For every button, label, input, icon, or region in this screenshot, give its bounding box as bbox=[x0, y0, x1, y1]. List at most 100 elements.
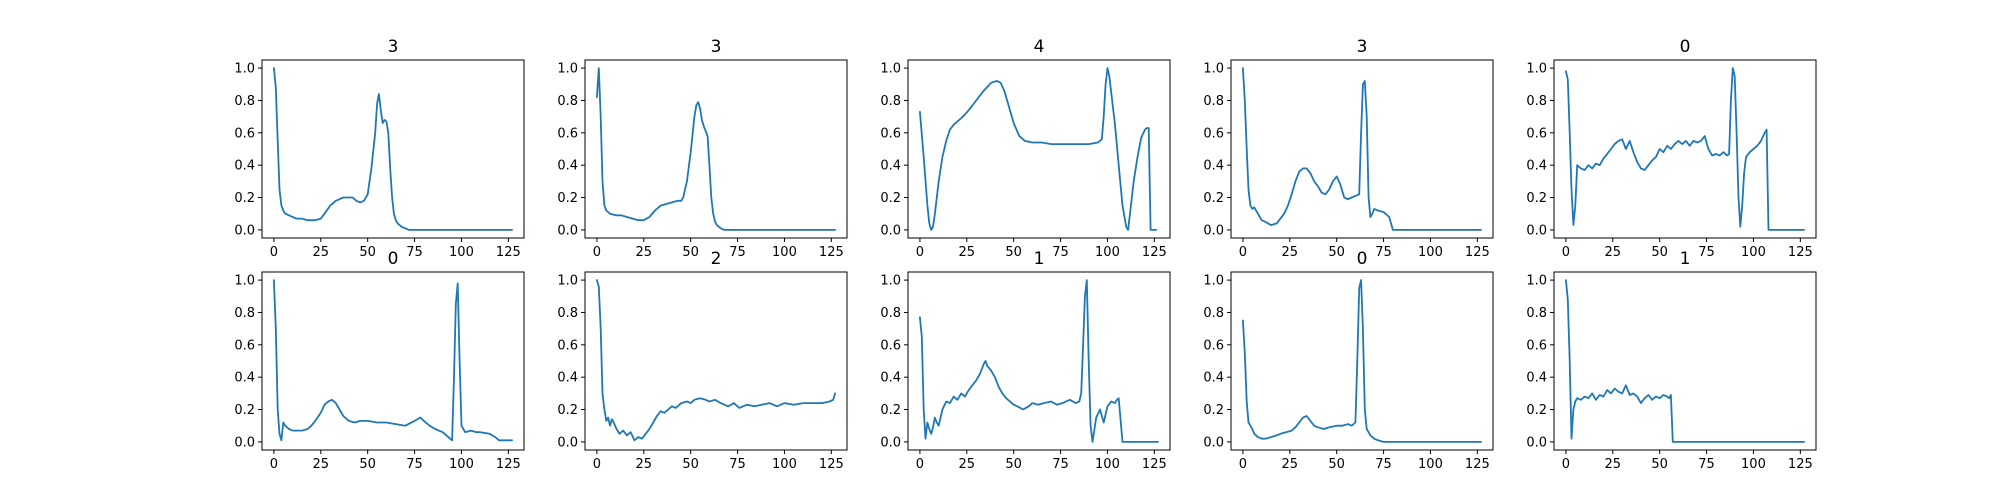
x-tick-label: 0 bbox=[1239, 457, 1247, 472]
y-tick-label: 0.2 bbox=[1203, 403, 1224, 418]
y-tick-label: 0.8 bbox=[234, 94, 255, 109]
x-tick-label: 125 bbox=[496, 457, 521, 472]
series-line bbox=[596, 67, 836, 231]
y-tick-label: 1.0 bbox=[1526, 62, 1547, 77]
subplot-9: 0 0 25 50 75 100 125 0.0 0.2 0.4 0.6 0.8 1.0 bbox=[1203, 249, 1494, 472]
x-tick-label: 25 bbox=[636, 245, 653, 260]
subplot-title: 2 bbox=[711, 249, 722, 269]
x-tick-label: 50 bbox=[1328, 245, 1345, 260]
y-tick-label: 1.0 bbox=[880, 274, 901, 289]
subplot-3: 4 0 25 50 75 100 125 0.0 0.2 0.4 0.6 0.8 1.0 bbox=[880, 37, 1171, 260]
subplot-title: 1 bbox=[1034, 249, 1045, 269]
y-tick-label: 0.2 bbox=[557, 403, 578, 418]
y-tick-label: 0.4 bbox=[234, 159, 255, 174]
subplot-8: 1 0 25 50 75 100 125 0.0 0.2 0.4 0.6 0.8 1.0 bbox=[880, 249, 1171, 472]
x-tick-label: 50 bbox=[359, 457, 376, 472]
x-tick-label: 75 bbox=[729, 457, 746, 472]
y-tick-label: 0.8 bbox=[234, 306, 255, 321]
x-tick-label: 50 bbox=[1005, 457, 1022, 472]
x-tick-label: 125 bbox=[1465, 245, 1490, 260]
y-tick-label: 0.8 bbox=[880, 306, 901, 321]
y-tick-label: 0.0 bbox=[880, 223, 901, 238]
x-tick-label: 100 bbox=[1095, 245, 1120, 260]
subplot-title: 3 bbox=[388, 37, 399, 57]
x-tick-label: 75 bbox=[1375, 457, 1392, 472]
y-tick-label: 0.4 bbox=[1526, 159, 1547, 174]
y-tick-label: 0.0 bbox=[234, 223, 255, 238]
x-tick-label: 50 bbox=[1005, 245, 1022, 260]
x-tick-label: 125 bbox=[1142, 245, 1167, 260]
y-tick-label: 0.6 bbox=[880, 126, 901, 141]
plot-frame bbox=[584, 59, 848, 239]
y-tick-label: 0.2 bbox=[1203, 191, 1224, 206]
y-tick-label: 0.4 bbox=[1203, 371, 1224, 386]
subplot-title: 1 bbox=[1680, 249, 1691, 269]
x-tick-label: 75 bbox=[1052, 457, 1069, 472]
x-tick-label: 100 bbox=[772, 245, 797, 260]
x-tick-label: 100 bbox=[772, 457, 797, 472]
x-tick-label: 0 bbox=[916, 245, 924, 260]
series-line bbox=[1242, 279, 1482, 443]
y-tick-label: 0.4 bbox=[1203, 159, 1224, 174]
subplot-title: 0 bbox=[1357, 249, 1368, 269]
x-tick-label: 25 bbox=[959, 245, 976, 260]
x-tick-label: 100 bbox=[449, 457, 474, 472]
x-tick-label: 75 bbox=[1698, 457, 1715, 472]
y-tick-label: 0.6 bbox=[557, 126, 578, 141]
y-tick-label: 1.0 bbox=[880, 62, 901, 77]
plot-frame bbox=[1230, 59, 1494, 239]
plot-frame bbox=[1230, 271, 1494, 451]
x-tick-label: 75 bbox=[406, 245, 423, 260]
y-tick-label: 1.0 bbox=[557, 274, 578, 289]
x-tick-label: 75 bbox=[1375, 245, 1392, 260]
x-tick-label: 50 bbox=[1328, 457, 1345, 472]
y-tick-label: 0.6 bbox=[880, 338, 901, 353]
subplot-5: 0 0 25 50 75 100 125 0.0 0.2 0.4 0.6 0.8 1.0 bbox=[1526, 37, 1817, 260]
x-tick-label: 100 bbox=[1095, 457, 1120, 472]
series-line bbox=[919, 279, 1159, 443]
y-tick-label: 0.0 bbox=[1203, 435, 1224, 450]
x-tick-label: 50 bbox=[359, 245, 376, 260]
x-tick-label: 75 bbox=[1698, 245, 1715, 260]
y-tick-label: 0.8 bbox=[1526, 306, 1547, 321]
x-tick-label: 50 bbox=[1651, 457, 1668, 472]
x-tick-label: 50 bbox=[682, 457, 699, 472]
x-tick-label: 25 bbox=[1605, 245, 1622, 260]
y-tick-label: 0.2 bbox=[880, 191, 901, 206]
subplot-10: 1 0 25 50 75 100 125 0.0 0.2 0.4 0.6 0.8 1.0 bbox=[1526, 249, 1817, 472]
y-tick-label: 0.6 bbox=[1203, 338, 1224, 353]
subplot-title: 3 bbox=[711, 37, 722, 57]
y-tick-label: 0.4 bbox=[1526, 371, 1547, 386]
x-tick-label: 125 bbox=[819, 457, 844, 472]
x-tick-label: 125 bbox=[1465, 457, 1490, 472]
plot-frame bbox=[907, 271, 1171, 451]
y-tick-label: 0.0 bbox=[557, 435, 578, 450]
subplot-7: 2 0 25 50 75 100 125 0.0 0.2 0.4 0.6 0.8 1.0 bbox=[557, 249, 848, 472]
x-tick-label: 25 bbox=[1282, 457, 1299, 472]
y-tick-label: 0.2 bbox=[1526, 403, 1547, 418]
y-tick-label: 1.0 bbox=[557, 62, 578, 77]
subplot-title: 0 bbox=[388, 249, 399, 269]
series-line bbox=[272, 67, 513, 231]
x-tick-label: 100 bbox=[1418, 245, 1443, 260]
plot-frame bbox=[261, 271, 525, 451]
y-tick-label: 0.8 bbox=[1526, 94, 1547, 109]
y-tick-label: 0.6 bbox=[1526, 338, 1547, 353]
y-tick-label: 0.4 bbox=[557, 159, 578, 174]
subplot-4: 3 0 25 50 75 100 125 0.0 0.2 0.4 0.6 0.8 1.0 bbox=[1203, 37, 1494, 260]
x-tick-label: 25 bbox=[313, 457, 330, 472]
subplot-2: 3 0 25 50 75 100 125 0.0 0.2 0.4 0.6 0.8 1.0 bbox=[557, 37, 848, 260]
y-tick-label: 0.2 bbox=[1526, 191, 1547, 206]
x-tick-label: 25 bbox=[959, 457, 976, 472]
plot-frame bbox=[584, 271, 848, 451]
x-tick-label: 0 bbox=[270, 245, 278, 260]
x-tick-label: 50 bbox=[682, 245, 699, 260]
y-tick-label: 0.6 bbox=[557, 338, 578, 353]
y-tick-label: 0.2 bbox=[234, 191, 255, 206]
x-tick-label: 25 bbox=[636, 457, 653, 472]
series-line bbox=[272, 279, 513, 442]
y-tick-label: 0.6 bbox=[234, 338, 255, 353]
y-tick-label: 0.0 bbox=[1526, 223, 1547, 238]
y-tick-label: 0.0 bbox=[1526, 435, 1547, 450]
